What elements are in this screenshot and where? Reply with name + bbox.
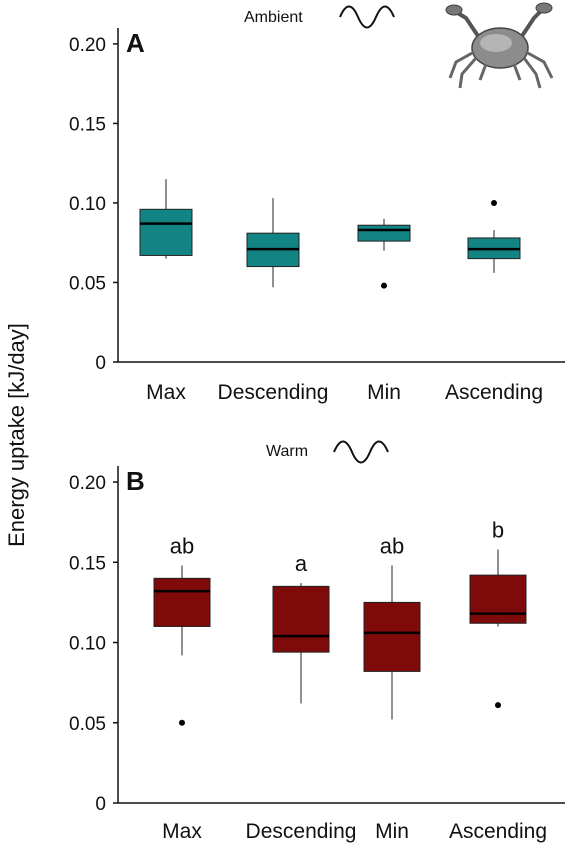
- box-iqr: [139, 208, 193, 256]
- outlier-point: [381, 282, 387, 289]
- panel-a: A Ambient 0 0.05 0.10 0.15 0.20 Max Descending…: [69, 2, 565, 404]
- sine-wave-icon: [339, 5, 395, 29]
- x-category-label: Max: [146, 381, 186, 404]
- y-axis-label: Energy uptake [kJ/day]: [4, 323, 29, 547]
- y-tick-label: 0.15: [69, 114, 106, 135]
- significance-label: a: [295, 551, 308, 576]
- panel-b: B Warm 0 0.05 0.10 0.15 0.20 Max Descending Min…: [69, 440, 565, 843]
- x-category-label: Min: [367, 381, 401, 404]
- y-tick-label: 0.05: [69, 273, 106, 294]
- y-tick-label: 0: [95, 353, 106, 374]
- y-tick-label: 0.10: [69, 634, 106, 655]
- box-iqr: [469, 574, 527, 624]
- y-tick-label: 0: [95, 794, 106, 815]
- y-tick-label: 0.20: [69, 35, 106, 56]
- outlier-point: [491, 199, 497, 206]
- x-category-label: Descending: [246, 820, 357, 843]
- x-category-label: Descending: [218, 381, 329, 404]
- box-iqr: [363, 601, 421, 672]
- significance-label: ab: [380, 533, 404, 558]
- panel-letter-a: A: [126, 28, 145, 58]
- condition-label-ambient: Ambient: [244, 9, 303, 26]
- x-category-label: Min: [375, 820, 409, 843]
- x-category-label: Ascending: [449, 820, 547, 843]
- y-tick-label: 0.05: [69, 714, 106, 735]
- box-iqr: [357, 224, 411, 242]
- y-tick-label: 0.10: [69, 194, 106, 215]
- significance-label: ab: [170, 533, 194, 558]
- x-category-label: Max: [162, 820, 202, 843]
- panel-letter-b: B: [126, 466, 145, 496]
- sine-wave-icon: [333, 440, 389, 464]
- y-tick-label: 0.20: [69, 473, 106, 494]
- outlier-point: [179, 719, 185, 726]
- x-category-label: Ascending: [445, 381, 543, 404]
- significance-label: b: [492, 517, 504, 542]
- box-iqr: [272, 585, 330, 653]
- box-iqr: [153, 577, 211, 627]
- y-tick-label: 0.15: [69, 553, 106, 574]
- condition-label-warm: Warm: [266, 443, 308, 460]
- outlier-point: [495, 702, 501, 709]
- crab-icon: [445, 2, 554, 89]
